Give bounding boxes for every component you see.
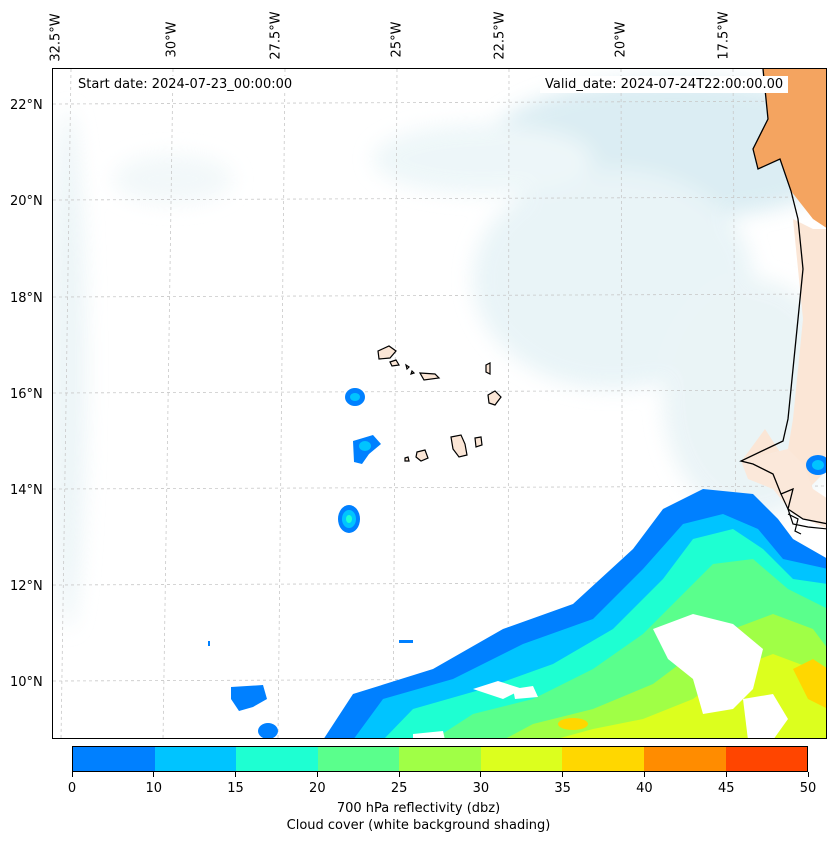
map-canvas [53, 69, 826, 738]
colorbar-segment-30-35 [480, 747, 563, 771]
lat-label-14n: 14°N [10, 483, 43, 498]
lat-label-10n: 10°N [10, 675, 43, 690]
colorbar-tick [71, 772, 73, 777]
lat-label-22n: 22°N [10, 98, 43, 113]
colorbar-segment-15-20 [236, 747, 318, 771]
lon-label-32.5w: 32.5°W [48, 13, 64, 62]
colorbar-segment-35-40 [562, 747, 644, 771]
colorbar-tick-label: 50 [799, 781, 817, 796]
colorbar-segment-10-15 [154, 747, 237, 771]
map-panel[interactable] [52, 68, 827, 739]
colorbar-segment-20-25 [317, 747, 400, 771]
colorbar-segment-0-10 [73, 747, 155, 771]
colorbar-tick-label: 15 [227, 781, 244, 796]
colorbar-tick-label: 45 [717, 781, 735, 796]
colorbar-tick [725, 772, 727, 777]
colorbar-tick-label: 25 [390, 781, 408, 796]
lon-label-30w: 30°W [164, 21, 180, 58]
colorbar-tick [807, 772, 809, 777]
colorbar-tick-label: 0 [67, 781, 77, 796]
colorbar [72, 746, 808, 772]
colorbar-segment-40-45 [643, 747, 726, 771]
africa-landmass [739, 69, 826, 529]
colorbar-tick [562, 772, 564, 777]
lat-label-18n: 18°N [10, 291, 43, 306]
coastline-south [780, 493, 826, 535]
colorbar-tick-label: 35 [554, 781, 571, 796]
colorbar-tick-label: 30 [472, 781, 490, 796]
colorbar-tick [316, 772, 318, 777]
colorbar-tick [153, 772, 155, 777]
cape-verde-islands [377, 345, 502, 462]
lon-label-20w: 20°W [613, 21, 629, 58]
colorbar-segment-25-30 [399, 747, 481, 771]
lon-label-27.5w: 27.5°W [268, 11, 284, 60]
colorbar-tick-label: 40 [636, 781, 653, 796]
colorbar-tick [480, 772, 482, 777]
colorbar-tick-label: 10 [145, 781, 163, 796]
colorbar-tick [398, 772, 400, 777]
lon-label-22.5w: 22.5°W [492, 11, 508, 60]
lat-label-16n: 16°N [10, 387, 43, 402]
isolated-echoes [208, 388, 826, 738]
lat-label-12n: 12°N [10, 579, 43, 594]
valid-date-label: Valid_date: 2024-07-24T22:00:00.00 [540, 76, 789, 93]
reflectivity-field [324, 489, 826, 738]
lon-label-17.5w: 17.5°W [716, 11, 732, 60]
colorbar-tick [643, 772, 645, 777]
start-date-label: Start date: 2024-07-23_00:00:00 [73, 76, 298, 93]
colorbar-segment-45-50 [725, 747, 808, 771]
colorbar-tick [235, 772, 237, 777]
colorbar-tick-label: 20 [309, 781, 326, 796]
colorbar-sublabel: Cloud cover (white background shading) [286, 818, 551, 833]
lat-label-20n: 20°N [10, 194, 43, 209]
lon-label-25w: 25°W [389, 21, 405, 58]
colorbar-label: 700 hPa reflectivity (dbz) [336, 801, 501, 816]
